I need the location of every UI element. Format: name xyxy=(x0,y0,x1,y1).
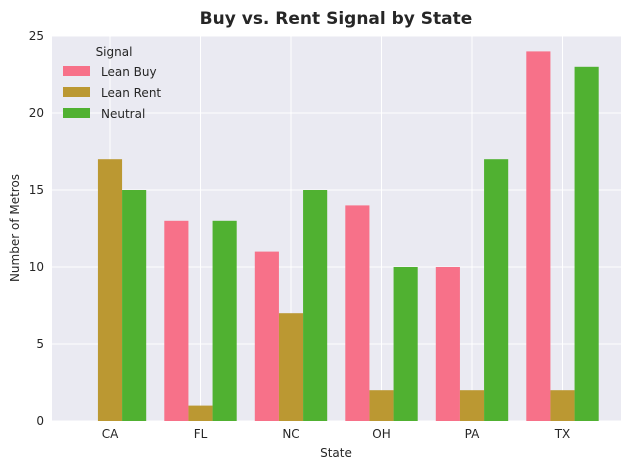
gridlines xyxy=(52,35,621,422)
legend-swatch xyxy=(63,66,90,76)
legend: Signal Lean Buy Lean Rent Neutral xyxy=(63,45,161,121)
y-tick-label: 5 xyxy=(36,337,44,351)
y-tick-label: 20 xyxy=(29,106,44,120)
bar xyxy=(345,205,370,421)
legend-swatch xyxy=(63,87,90,97)
x-axis-label: State xyxy=(320,446,352,460)
y-tick-label: 15 xyxy=(29,183,44,197)
bar xyxy=(97,159,123,421)
bars xyxy=(97,51,599,422)
y-tick-label: 25 xyxy=(29,29,44,43)
bar xyxy=(393,267,418,421)
bar xyxy=(254,251,279,421)
bar xyxy=(212,220,237,421)
bar xyxy=(303,190,328,421)
bar xyxy=(484,159,509,421)
x-tick-label: CA xyxy=(102,427,119,441)
y-tick-label: 10 xyxy=(29,260,44,274)
x-tick-label: NC xyxy=(282,427,299,441)
x-tick-label: PA xyxy=(465,427,480,441)
legend-entry-label: Neutral xyxy=(101,107,145,121)
x-tick-label: FL xyxy=(194,427,208,441)
legend-entry-label: Lean Buy xyxy=(101,65,157,79)
bar xyxy=(459,390,485,421)
y-axis-label: Number of Metros xyxy=(8,174,22,282)
x-tick-label: TX xyxy=(554,427,571,441)
bar xyxy=(278,313,304,421)
x-axis-ticks: CA FL NC OH PA TX xyxy=(102,427,571,441)
legend-entry-label: Lean Rent xyxy=(101,86,161,100)
legend-title: Signal xyxy=(96,45,133,59)
y-tick-label: 0 xyxy=(36,414,44,428)
bar xyxy=(526,51,551,422)
bar xyxy=(164,220,189,421)
chart-title: Buy vs. Rent Signal by State xyxy=(200,9,473,29)
bar xyxy=(574,66,599,422)
bar xyxy=(369,390,394,421)
y-axis-ticks: 0 5 10 15 20 25 xyxy=(29,29,44,428)
bar xyxy=(435,267,460,421)
plot-background xyxy=(52,36,621,421)
legend-swatch xyxy=(63,108,90,118)
bar xyxy=(188,405,213,421)
bar xyxy=(122,190,147,421)
x-tick-label: OH xyxy=(372,427,390,441)
bar xyxy=(550,390,575,421)
